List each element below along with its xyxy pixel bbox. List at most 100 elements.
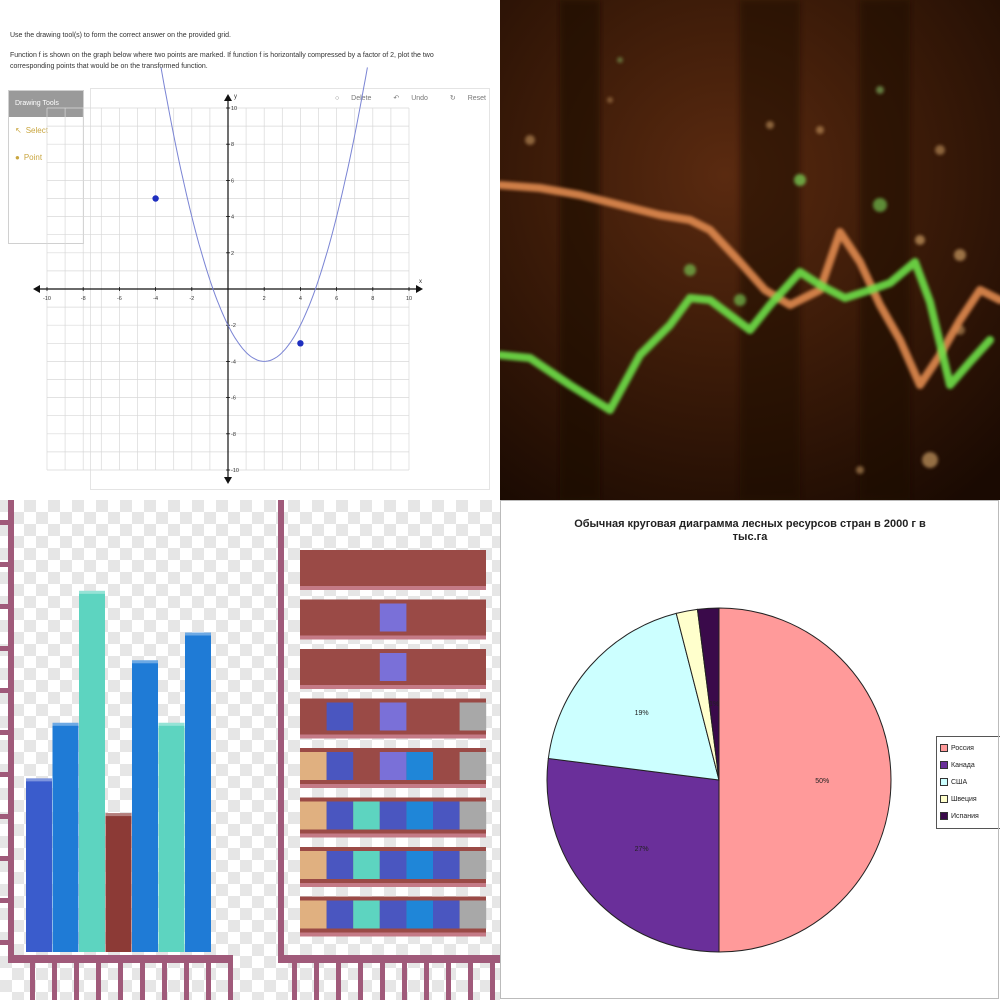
pie-slice bbox=[547, 612, 720, 781]
delete-icon: ○ bbox=[334, 95, 340, 102]
x-tick bbox=[380, 955, 385, 1000]
instruction-text: Use the drawing tool(s) to form the corr… bbox=[10, 32, 231, 39]
right-chart-x-ticks bbox=[292, 955, 495, 1000]
x-axis-arrow-left bbox=[33, 285, 40, 293]
bokeh-dot bbox=[935, 145, 945, 155]
pie-label: 27% bbox=[635, 846, 649, 853]
legend-item-russia: Россия bbox=[940, 740, 1000, 757]
y-tick bbox=[0, 520, 14, 525]
select-tool-label: Select bbox=[25, 126, 48, 135]
pie-slice bbox=[546, 757, 720, 953]
bar-group bbox=[26, 590, 211, 952]
pie-legend: Россия Канада США Швеция Испания bbox=[936, 736, 1000, 829]
y-tick bbox=[0, 646, 14, 651]
x-tick-label: -8 bbox=[81, 296, 86, 302]
bar-highlight bbox=[26, 778, 52, 782]
x-tick bbox=[140, 955, 145, 1000]
point-icon: ● bbox=[15, 153, 20, 162]
dark-column bbox=[560, 0, 600, 500]
x-tick-label: 10 bbox=[406, 296, 412, 302]
coordinate-grid[interactable]: -10 -8 -6 -4 -2 2 4 6 8 10 -10 -8 -6 -4 -2 2 4 6 8 10 x y bbox=[0, 0, 500, 500]
row-shadow bbox=[300, 833, 486, 838]
table-cell bbox=[353, 801, 380, 830]
graph-point[interactable] bbox=[297, 340, 304, 347]
y-tick-label: -8 bbox=[231, 432, 236, 438]
table-cell bbox=[326, 851, 354, 879]
bar-highlight bbox=[79, 590, 105, 594]
table-rows bbox=[300, 550, 487, 937]
drawing-tool-panel: Use the drawing tool(s) to form the corr… bbox=[0, 0, 500, 500]
pie-chart: 50% 27% 19% 1% bbox=[546, 607, 892, 953]
pie-slice bbox=[696, 607, 720, 781]
y-tick-label: 10 bbox=[231, 106, 237, 112]
table-cell bbox=[300, 851, 327, 879]
pie-chart-panel: Обычная круговая диаграмма лесных ресурс… bbox=[500, 500, 1000, 1000]
left-chart-y-ticks bbox=[0, 520, 14, 945]
table-cell bbox=[326, 702, 354, 731]
x-tick bbox=[96, 955, 101, 1000]
table-cell bbox=[433, 900, 460, 929]
legend-swatch bbox=[940, 795, 948, 804]
y-tick bbox=[0, 688, 14, 693]
bar-highlight bbox=[158, 722, 185, 726]
point-tool-label: Point bbox=[23, 153, 43, 162]
pie-label: 50% bbox=[815, 778, 829, 785]
table-cell bbox=[353, 851, 380, 879]
table-cell bbox=[406, 752, 433, 780]
y-tick bbox=[0, 814, 14, 819]
x-tick bbox=[228, 955, 233, 1000]
function-curve bbox=[160, 67, 368, 362]
table-cell bbox=[433, 801, 460, 830]
x-tick-label: 8 bbox=[371, 296, 374, 302]
orange-line bbox=[500, 181, 1000, 389]
graph-point[interactable] bbox=[152, 195, 159, 202]
bar-chart-svg bbox=[0, 500, 500, 1000]
row-shadow bbox=[300, 883, 486, 887]
bokeh-dot bbox=[876, 86, 884, 94]
x-tick-label: -10 bbox=[43, 296, 51, 302]
x-tick bbox=[358, 955, 363, 1000]
reset-label: Reset bbox=[467, 95, 486, 102]
y-tick bbox=[0, 940, 14, 945]
table-cell bbox=[406, 801, 433, 830]
table-cell bbox=[326, 900, 354, 929]
y-tick bbox=[0, 856, 14, 861]
left-chart-x-ticks bbox=[30, 955, 233, 1000]
legend-item-usa: США bbox=[940, 774, 1000, 791]
cursor-icon: ↖ bbox=[15, 126, 22, 135]
x-tick bbox=[118, 955, 123, 1000]
bokeh-dot bbox=[684, 264, 696, 276]
bar bbox=[26, 778, 52, 952]
table-cell bbox=[379, 752, 407, 780]
undo-button[interactable]: ↶ Undo bbox=[383, 95, 428, 102]
x-tick bbox=[30, 955, 35, 1000]
x-tick bbox=[184, 955, 189, 1000]
y-tick bbox=[0, 604, 14, 609]
bar bbox=[158, 722, 185, 952]
row-shadow bbox=[300, 784, 486, 788]
green-line bbox=[500, 258, 994, 414]
x-tick bbox=[162, 955, 167, 1000]
select-tool[interactable]: ↖ Select bbox=[9, 117, 83, 144]
table-cell bbox=[300, 900, 327, 929]
bar bbox=[185, 632, 211, 952]
table-cell bbox=[326, 801, 354, 830]
row-shadow bbox=[300, 932, 486, 937]
bokeh-dot bbox=[954, 249, 966, 261]
x-tick bbox=[468, 955, 473, 1000]
x-tick-label: -4 bbox=[153, 296, 158, 302]
table-cell bbox=[406, 900, 433, 929]
row-shadow bbox=[300, 586, 486, 590]
bokeh-dot bbox=[734, 294, 746, 306]
point-tool[interactable]: ● Point bbox=[9, 144, 83, 171]
legend-swatch bbox=[940, 761, 948, 770]
bar bbox=[132, 660, 158, 952]
reset-button[interactable]: ↻ Reset bbox=[440, 95, 486, 102]
table-cell bbox=[300, 752, 327, 780]
table-cell bbox=[379, 801, 407, 830]
legend-swatch bbox=[940, 778, 948, 787]
pie-slice bbox=[718, 607, 892, 953]
table-cell bbox=[300, 801, 327, 830]
bokeh-dot bbox=[856, 466, 864, 474]
legend-label: Испания bbox=[951, 813, 979, 820]
